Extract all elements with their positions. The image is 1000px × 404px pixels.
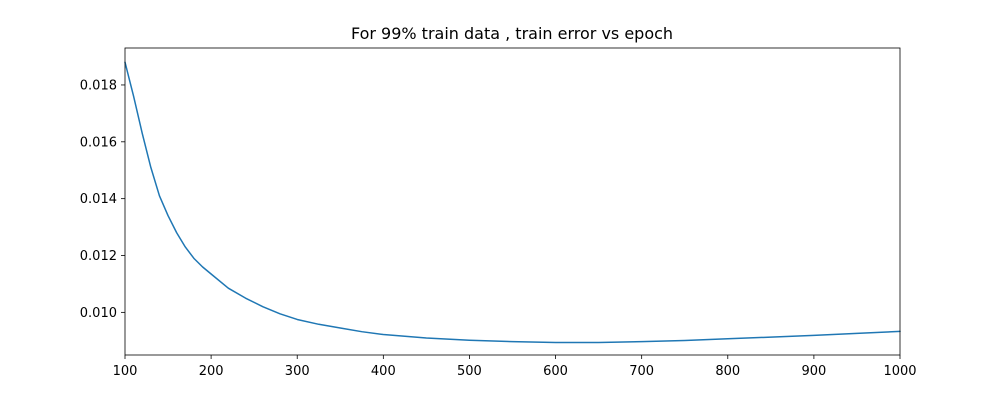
x-tick-label: 200 [199, 364, 224, 379]
y-tick-label: 0.018 [80, 78, 117, 93]
x-tick-label: 900 [801, 364, 826, 379]
x-tick-label: 500 [457, 364, 482, 379]
x-tick-label: 700 [629, 364, 654, 379]
plot-area: 100 200 300 400 500 600 700 800 900 1000 0.010 0.01… [80, 47, 917, 379]
plot-frame [124, 47, 901, 356]
series-line [124, 61, 901, 344]
y-tick-label: 0.016 [80, 135, 117, 150]
x-tick-label: 400 [371, 364, 396, 379]
y-tick-label: 0.014 [80, 192, 117, 207]
x-tick-label: 300 [285, 364, 310, 379]
x-tick-label: 600 [543, 364, 568, 379]
x-tick-label: 100 [113, 364, 138, 379]
y-tick-label: 0.012 [80, 249, 117, 264]
x-tick-label: 1000 [883, 364, 916, 379]
chart-title: For 99% train data , train error vs epoc… [351, 24, 673, 43]
x-tick-label: 800 [715, 364, 740, 379]
y-tick-label: 0.010 [80, 306, 117, 321]
